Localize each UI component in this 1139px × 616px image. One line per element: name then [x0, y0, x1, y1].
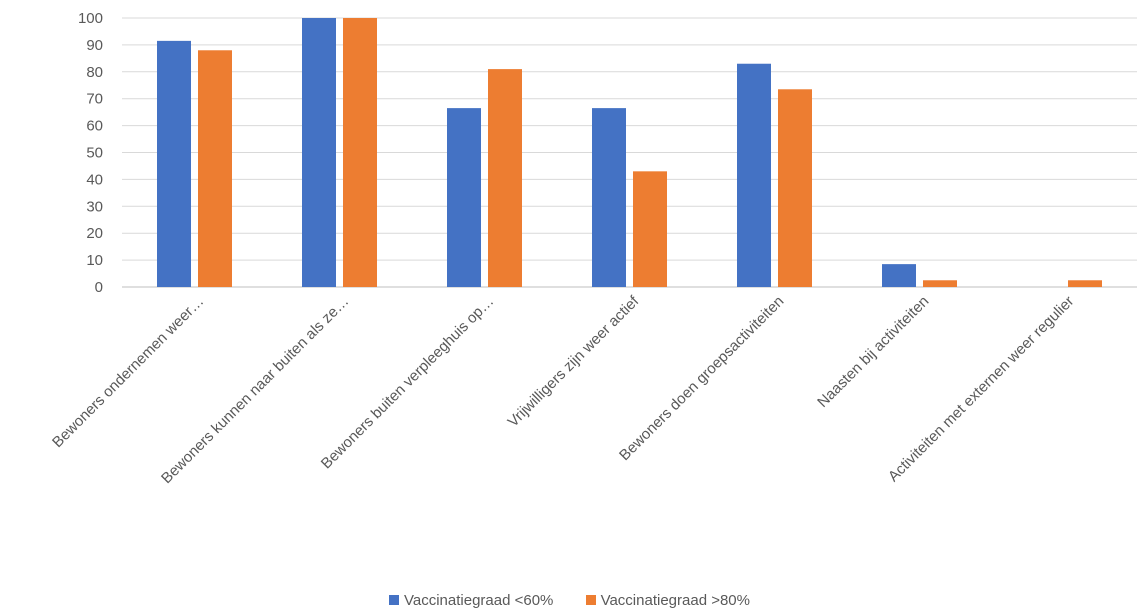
bar-series-2	[778, 89, 812, 287]
y-tick-label: 20	[86, 225, 103, 242]
y-tick-label: 50	[86, 145, 103, 162]
legend-item-series-2: Vaccinatiegraad >80%	[585, 592, 750, 609]
x-tick-label: Vrijwilligers zijn weer actief	[505, 292, 643, 430]
x-tick-label: Bewoners ondernemen weer…	[49, 293, 207, 451]
x-tick-label: Bewoners buiten verpleeghuis op…	[318, 293, 497, 472]
bar-series-1	[157, 40, 191, 287]
legend-swatch-series-1	[388, 595, 399, 605]
chart-legend: Vaccinatiegraad <60% Vaccinatiegraad >80…	[0, 592, 1139, 609]
bar-series-2	[923, 280, 957, 287]
bar-series-1	[447, 108, 481, 288]
bar-series-1	[737, 63, 771, 288]
y-tick-label: 30	[86, 198, 103, 215]
bar-series-2	[1068, 280, 1102, 287]
y-tick-label: 90	[86, 37, 103, 54]
y-tick-label: 40	[86, 171, 103, 188]
x-tick-label: Bewoners doen groepsactiviteiten	[616, 293, 787, 464]
bar-series-1	[302, 18, 336, 287]
bar-chart: 0 10 20 30 40 50 60 70 80 90 100 Bewoners onderneme…	[49, 10, 1137, 487]
y-tick-label: 80	[86, 64, 103, 81]
bar-series-2	[198, 50, 232, 287]
y-tick-label: 10	[86, 252, 103, 269]
bar-series-2	[633, 171, 667, 287]
bar-series-2	[343, 18, 377, 287]
legend-swatch-series-2	[585, 595, 596, 605]
bar-series-1	[592, 108, 626, 288]
legend-label-series-2: Vaccinatiegraad >80%	[600, 592, 750, 609]
legend-label-series-1: Vaccinatiegraad <60%	[403, 592, 554, 609]
bar-series-1	[882, 264, 916, 287]
y-tick-label: 60	[86, 118, 103, 135]
legend-item-series-1: Vaccinatiegraad <60%	[388, 592, 554, 609]
bar-series-2	[488, 69, 522, 287]
y-tick-label: 70	[86, 91, 103, 108]
y-tick-label: 100	[78, 10, 103, 27]
x-tick-label: Naasten bij activiteiten	[814, 293, 932, 411]
y-tick-label: 0	[95, 279, 103, 296]
